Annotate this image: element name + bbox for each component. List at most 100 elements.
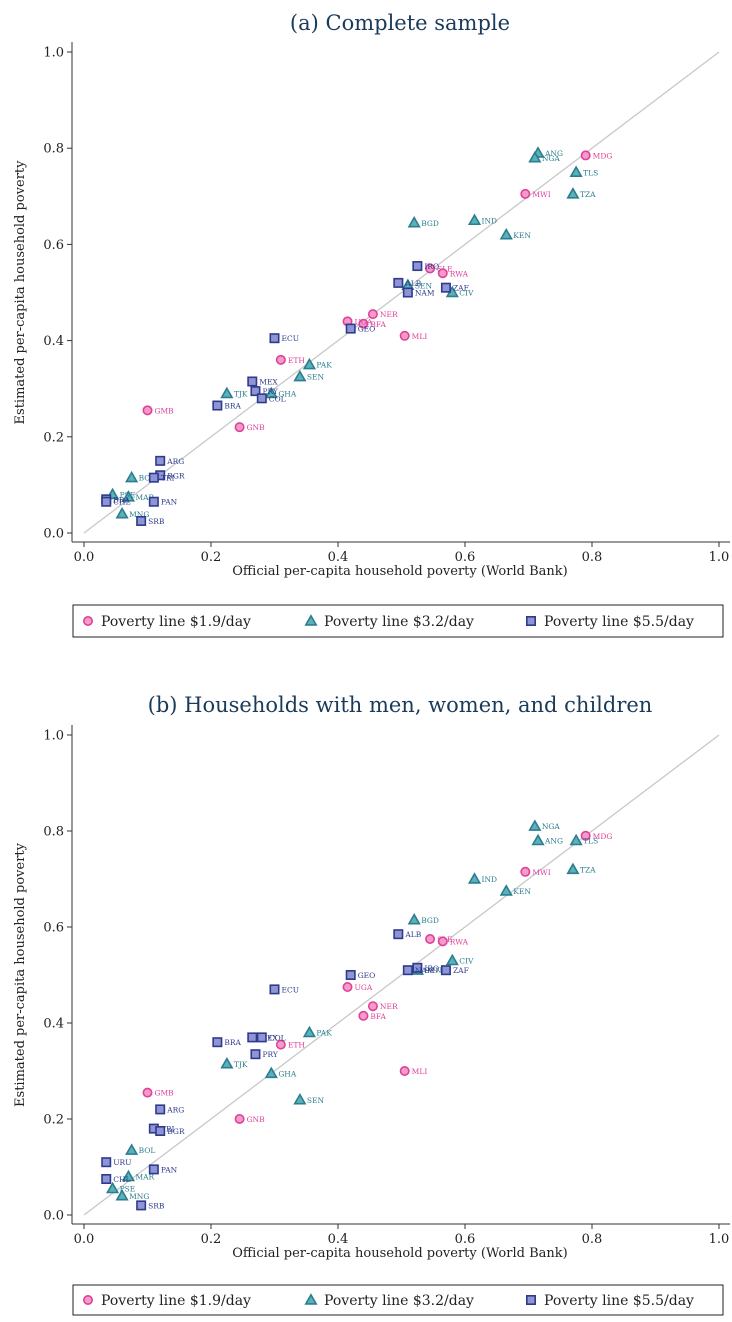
point-gmb <box>142 405 153 416</box>
point-label: GMB <box>155 1089 175 1098</box>
y-tick-label: 0.2 <box>43 430 64 445</box>
y-axis-title: Estimated per-capita household poverty <box>13 842 28 1107</box>
point-bol <box>125 1143 139 1155</box>
point-label: GNB <box>247 1115 266 1124</box>
point-bfa <box>358 1010 369 1021</box>
point-label: BRA <box>224 1038 241 1047</box>
point-label: SEN <box>415 281 433 290</box>
point-label: ETH <box>288 1041 305 1050</box>
point-gha <box>264 1066 278 1079</box>
x-tick-label: 0.0 <box>74 1232 95 1247</box>
point-label: PRY <box>262 387 278 396</box>
point-alb <box>393 929 404 940</box>
panel-a: (a) Complete sample 0.0 0.2 0.4 0.6 0.8 1.0 0.0… <box>13 11 730 638</box>
point-zaf <box>440 965 451 976</box>
x-tick-label: 0.4 <box>328 1232 349 1247</box>
point-geo <box>345 323 356 334</box>
point-ind <box>467 213 482 226</box>
point-tjk <box>220 386 234 399</box>
legend-marker-l32 <box>304 1293 318 1305</box>
point-label: BRA <box>224 402 241 411</box>
point-label: ETH <box>288 356 305 365</box>
point-irq <box>412 962 423 973</box>
point-rwa <box>437 268 448 279</box>
point-label: COL <box>269 394 286 403</box>
point-col <box>256 393 267 404</box>
point-sen <box>293 1092 307 1105</box>
point-label: MEX <box>259 1033 278 1042</box>
panel-b: (b) Households with men, women, and chil… <box>13 693 730 1316</box>
point-geo <box>345 969 356 980</box>
reference-line <box>83 51 720 534</box>
point-bgd <box>407 912 421 925</box>
x-tick-label: 0.8 <box>582 550 603 565</box>
point-label: BOL <box>139 1146 156 1155</box>
legend-marker-l55 <box>525 615 536 626</box>
y-tick-label: 0.0 <box>43 527 64 542</box>
y-tick-label: 1.0 <box>43 46 64 61</box>
legend-label: Poverty line $3.2/day <box>324 1293 474 1309</box>
point-pak <box>302 357 317 370</box>
point-bra <box>212 400 223 411</box>
x-tick-label: 0.6 <box>455 1232 476 1247</box>
point-label: BGR <box>167 471 185 480</box>
point-bra <box>212 1037 223 1048</box>
panel-title: (a) Complete sample <box>290 11 510 35</box>
point-label: NGA <box>542 822 561 831</box>
point-ken <box>499 884 513 896</box>
point-label: NER <box>380 310 398 319</box>
legend-label: Poverty line $1.9/day <box>101 614 251 630</box>
legend-marker-l19 <box>83 1295 94 1306</box>
x-tick-label: 0.0 <box>74 550 95 565</box>
point-label: UGA <box>355 983 373 992</box>
point-mex <box>247 376 258 387</box>
point-label: NAM <box>415 966 435 975</box>
point-gha <box>264 386 278 399</box>
point-pse <box>105 1181 120 1194</box>
point-gnb <box>234 1114 245 1125</box>
point-ecu <box>269 333 280 344</box>
panel-title: (b) Households with men, women, and chil… <box>148 693 653 717</box>
x-tick-label: 1.0 <box>709 550 730 565</box>
point-label: GEO <box>358 325 376 334</box>
point-label: ALB <box>404 279 421 288</box>
point-label: ECU <box>282 985 300 994</box>
point-label: PAN <box>161 1165 178 1174</box>
point-bol <box>125 470 139 483</box>
point-label: IRQ <box>424 262 439 271</box>
point-label: MWI <box>532 868 550 877</box>
point-label: BGR <box>167 1127 185 1136</box>
point-label: ANG <box>544 149 563 158</box>
point-label: TRI <box>161 474 175 483</box>
point-label: ZAF <box>453 966 469 975</box>
legend-box <box>72 1284 724 1316</box>
point-ner <box>367 309 378 320</box>
point-mar <box>121 1169 136 1182</box>
point-arg <box>155 455 166 466</box>
point-mar <box>121 490 136 502</box>
point-mdg <box>580 830 591 841</box>
point-gnb <box>234 422 245 433</box>
legend-marker-l55 <box>525 1295 536 1306</box>
point-label: PSE <box>120 1185 136 1194</box>
point-label: KEN <box>513 231 531 240</box>
y-axis-title: Estimated per-capita household poverty <box>13 160 28 425</box>
point-label: TLS <box>583 837 598 846</box>
point-label: GNB <box>247 423 266 432</box>
point-chl <box>101 1174 112 1185</box>
point-eth <box>275 354 286 365</box>
point-label: SEN <box>307 373 325 382</box>
point-bgr <box>155 1126 166 1137</box>
point-uru <box>101 1157 112 1168</box>
point-label: MLI <box>412 332 428 341</box>
point-label: ARG <box>166 1105 184 1114</box>
point-label: GMB <box>155 406 175 415</box>
y-tick-label: 0.4 <box>43 334 64 349</box>
y-tick-label: 0.2 <box>43 1113 64 1128</box>
point-label: TZA <box>580 190 596 199</box>
point-mng <box>115 506 129 519</box>
point-bgd <box>407 215 421 228</box>
point-label: CIV <box>459 289 474 298</box>
point-label: NAM <box>415 289 435 298</box>
